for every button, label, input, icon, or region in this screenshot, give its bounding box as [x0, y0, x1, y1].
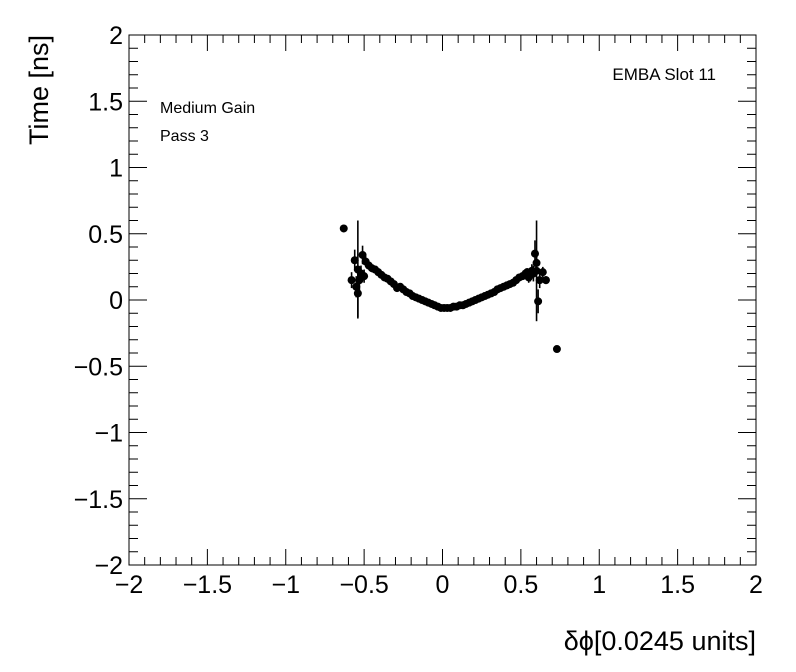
y-tick-label: −2	[94, 552, 123, 580]
x-tick-label: 2	[749, 571, 763, 599]
data-point	[532, 266, 541, 275]
y-axis-title: Time [ns]	[24, 35, 54, 145]
x-axis-title: δϕ[0.0245 units]	[564, 626, 756, 656]
data-point	[339, 224, 348, 233]
data-point	[541, 276, 550, 285]
y-tick-label: 1	[109, 155, 123, 183]
data-point	[534, 297, 543, 306]
y-tick-labels: 2 1.5 1 0.5 0 −0.5 −1 −1.5 −2	[74, 22, 123, 580]
x-tick-label: −1	[271, 571, 300, 599]
y-tick-label: −1.5	[74, 486, 123, 514]
data-points	[339, 220, 561, 354]
y-tick-label: 0.5	[88, 221, 123, 249]
annotation-pass: Pass 3	[160, 128, 209, 145]
y-tick-label: −1	[94, 420, 123, 448]
x-tick-labels: −2 −1.5 −1 −0.5 0 0.5 1 1.5 2	[115, 571, 763, 599]
data-point	[358, 250, 367, 259]
data-point	[535, 276, 544, 285]
data-point	[538, 268, 547, 277]
data-point	[530, 249, 539, 258]
x-tick-label: 0	[436, 571, 450, 599]
y-tick-label: 1.5	[88, 88, 123, 116]
annotation-gain: Medium Gain	[160, 100, 255, 117]
x-tick-label: −2	[115, 571, 144, 599]
axis-ticks	[128, 34, 757, 566]
data-point	[552, 345, 561, 354]
y-tick-label: −0.5	[74, 353, 123, 381]
data-point	[360, 272, 369, 281]
annotation-module: EMBA Slot 11	[612, 65, 716, 84]
y-tick-label: 0	[109, 287, 123, 315]
data-point	[350, 256, 359, 265]
x-tick-label: 1	[592, 571, 606, 599]
y-tick-label: 2	[109, 22, 123, 50]
data-point	[347, 276, 356, 285]
x-tick-label: 0.5	[503, 571, 538, 599]
x-tick-label: −1.5	[183, 571, 232, 599]
x-tick-label: −0.5	[339, 571, 388, 599]
x-tick-label: 1.5	[660, 571, 695, 599]
